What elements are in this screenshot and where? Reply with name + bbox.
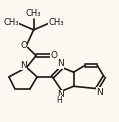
Text: CH₃: CH₃ (4, 18, 19, 27)
Text: CH₃: CH₃ (26, 9, 41, 18)
Text: O: O (50, 51, 57, 60)
Text: N: N (57, 59, 64, 68)
Text: O: O (20, 41, 27, 50)
Text: CH₃: CH₃ (48, 18, 64, 27)
Text: N: N (57, 90, 64, 99)
Text: H: H (57, 96, 62, 105)
Text: N: N (96, 88, 103, 97)
Text: N: N (20, 61, 27, 70)
